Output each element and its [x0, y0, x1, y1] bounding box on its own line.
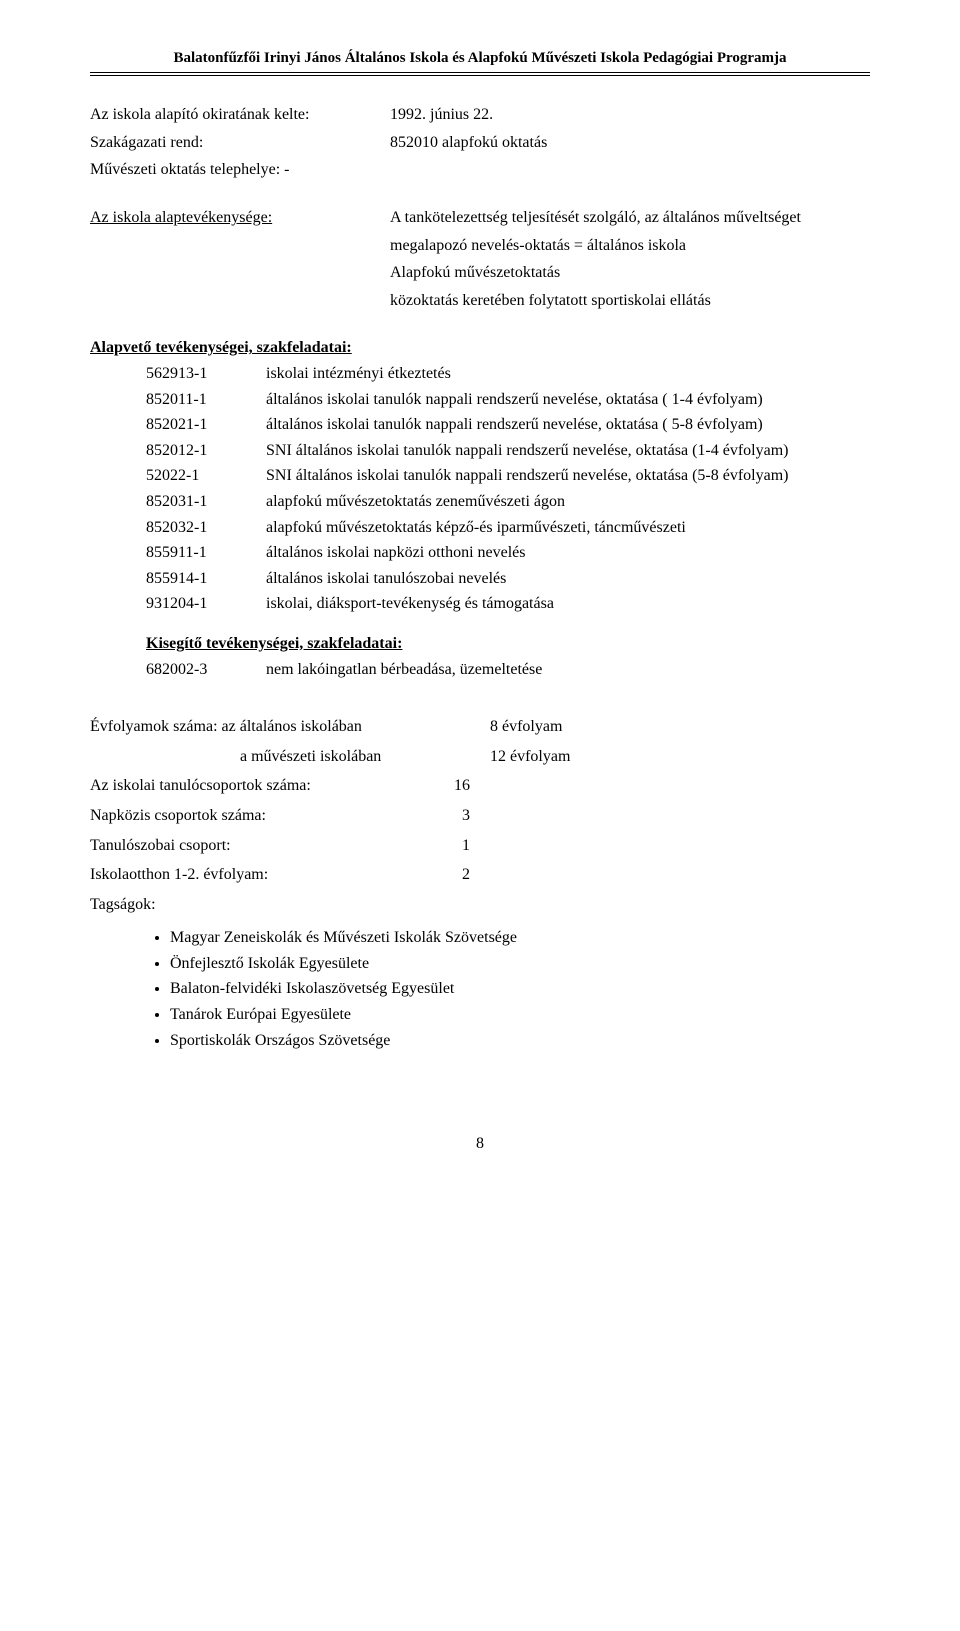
- table-row: 931204-1iskolai, diáksport-tevékenység é…: [146, 593, 789, 619]
- task-code: 852012-1: [146, 440, 266, 466]
- task-desc: iskolai intézményi étkeztetés: [266, 363, 789, 389]
- task-desc: általános iskolai napközi otthoni nevelé…: [266, 542, 789, 568]
- table-row: Napközis csoportok száma: 3: [90, 801, 570, 831]
- stat-extra: [490, 771, 570, 801]
- stat-num: 1: [430, 831, 490, 861]
- table-row: 682002-3nem lakóingatlan bérbeadása, üze…: [146, 659, 542, 685]
- core-activity-line3: Alapfokú művészetoktatás: [90, 262, 870, 284]
- basic-tasks-table: 562913-1iskolai intézményi étkeztetés 85…: [146, 363, 789, 619]
- stat-extra: 8 évfolyam: [490, 712, 570, 742]
- table-row: 852012-1SNI általános iskolai tanulók na…: [146, 440, 789, 466]
- table-row: Az iskolai tanulócsoportok száma: 16: [90, 771, 570, 801]
- task-desc: általános iskolai tanulószobai nevelés: [266, 568, 789, 594]
- table-row: a művészeti iskolában 12 évfolyam: [90, 742, 570, 772]
- task-code: 852032-1: [146, 517, 266, 543]
- stat-label: Évfolyamok száma: az általános iskolában: [90, 712, 430, 742]
- core-activity-label: Az iskola alaptevékenysége:: [90, 207, 390, 229]
- core-activity-line2: megalapozó nevelés-oktatás = általános i…: [90, 235, 870, 257]
- stat-num: [430, 712, 490, 742]
- core-activity-value: A tankötelezettség teljesítését szolgáló…: [390, 207, 870, 229]
- table-row: 562913-1iskolai intézményi étkeztetés: [146, 363, 789, 389]
- table-row: 852032-1alapfokú művészetoktatás képző-é…: [146, 517, 789, 543]
- task-code: 852011-1: [146, 389, 266, 415]
- stat-label: Tagságok:: [90, 890, 430, 920]
- core-activity-line4: közoktatás keretében folytatott sportisk…: [90, 290, 870, 312]
- list-item: Magyar Zeneiskolák és Művészeti Iskolák …: [170, 925, 870, 951]
- stat-extra: 12 évfolyam: [490, 742, 570, 772]
- task-code: 855911-1: [146, 542, 266, 568]
- stat-num: [430, 742, 490, 772]
- founding-value: 1992. június 22.: [390, 104, 870, 126]
- aux-tasks-heading: Kisegítő tevékenységei, szakfeladatai:: [146, 633, 870, 655]
- task-code: 562913-1: [146, 363, 266, 389]
- list-item: Tanárok Európai Egyesülete: [170, 1002, 870, 1028]
- page-number: 8: [90, 1133, 870, 1155]
- basic-tasks-heading: Alapvető tevékenységei, szakfeladatai:: [90, 337, 870, 359]
- stat-label: Az iskolai tanulócsoportok száma:: [90, 771, 430, 801]
- founding-label: Az iskola alapító okiratának kelte:: [90, 104, 390, 126]
- table-row: 852011-1általános iskolai tanulók nappal…: [146, 389, 789, 415]
- founding-row: Az iskola alapító okiratának kelte: 1992…: [90, 104, 870, 126]
- task-code: 852031-1: [146, 491, 266, 517]
- stat-extra: [490, 860, 570, 890]
- stat-label: Tanulószobai csoport:: [90, 831, 430, 861]
- list-item: Balaton-felvidéki Iskolaszövetség Egyesü…: [170, 976, 870, 1002]
- task-desc: alapfokú művészetoktatás képző-és iparmű…: [266, 517, 789, 543]
- stat-num: [430, 890, 490, 920]
- stat-extra: [490, 801, 570, 831]
- stat-num: 3: [430, 801, 490, 831]
- task-desc: általános iskolai tanulók nappali rendsz…: [266, 389, 789, 415]
- document-header: Balatonfűzfői Irinyi János Általános Isk…: [90, 48, 870, 76]
- table-row: 852021-1általános iskolai tanulók nappal…: [146, 414, 789, 440]
- table-row: Tanulószobai csoport: 1: [90, 831, 570, 861]
- task-desc: iskolai, diáksport-tevékenység és támoga…: [266, 593, 789, 619]
- stat-label: Iskolaotthon 1-2. évfolyam:: [90, 860, 430, 890]
- task-desc: SNI általános iskolai tanulók nappali re…: [266, 440, 789, 466]
- task-code: 682002-3: [146, 659, 266, 685]
- stat-label: a művészeti iskolában: [90, 742, 430, 772]
- table-row: 855914-1általános iskolai tanulószobai n…: [146, 568, 789, 594]
- art-site-label: Művészeti oktatás telephelye: -: [90, 159, 289, 181]
- table-row: 52022-1SNI általános iskolai tanulók nap…: [146, 465, 789, 491]
- core-activity-row: Az iskola alaptevékenysége: A tankötelez…: [90, 207, 870, 229]
- art-site-row: Művészeti oktatás telephelye: -: [90, 159, 870, 181]
- stat-label: Napközis csoportok száma:: [90, 801, 430, 831]
- stat-extra: [490, 890, 570, 920]
- sector-row: Szakágazati rend: 852010 alapfokú oktatá…: [90, 132, 870, 154]
- sector-label: Szakágazati rend:: [90, 132, 390, 154]
- task-desc: általános iskolai tanulók nappali rendsz…: [266, 414, 789, 440]
- task-desc: SNI általános iskolai tanulók nappali re…: [266, 465, 789, 491]
- table-row: Évfolyamok száma: az általános iskolában…: [90, 712, 570, 742]
- memberships-list: Magyar Zeneiskolák és Művészeti Iskolák …: [170, 925, 870, 1053]
- task-code: 855914-1: [146, 568, 266, 594]
- task-desc: alapfokú művészetoktatás zeneművészeti á…: [266, 491, 789, 517]
- list-item: Sportiskolák Országos Szövetsége: [170, 1028, 870, 1054]
- table-row: Iskolaotthon 1-2. évfolyam: 2: [90, 860, 570, 890]
- task-code: 52022-1: [146, 465, 266, 491]
- task-desc: nem lakóingatlan bérbeadása, üzemeltetés…: [266, 659, 542, 685]
- stat-extra: [490, 831, 570, 861]
- sector-value: 852010 alapfokú oktatás: [390, 132, 870, 154]
- list-item: Önfejlesztő Iskolák Egyesülete: [170, 951, 870, 977]
- stat-num: 16: [430, 771, 490, 801]
- table-row: 855911-1általános iskolai napközi otthon…: [146, 542, 789, 568]
- task-code: 852021-1: [146, 414, 266, 440]
- table-row: 852031-1alapfokú művészetoktatás zeneműv…: [146, 491, 789, 517]
- stats-table: Évfolyamok száma: az általános iskolában…: [90, 712, 570, 919]
- task-code: 931204-1: [146, 593, 266, 619]
- stat-num: 2: [430, 860, 490, 890]
- table-row: Tagságok:: [90, 890, 570, 920]
- aux-tasks-table: 682002-3nem lakóingatlan bérbeadása, üze…: [146, 659, 542, 685]
